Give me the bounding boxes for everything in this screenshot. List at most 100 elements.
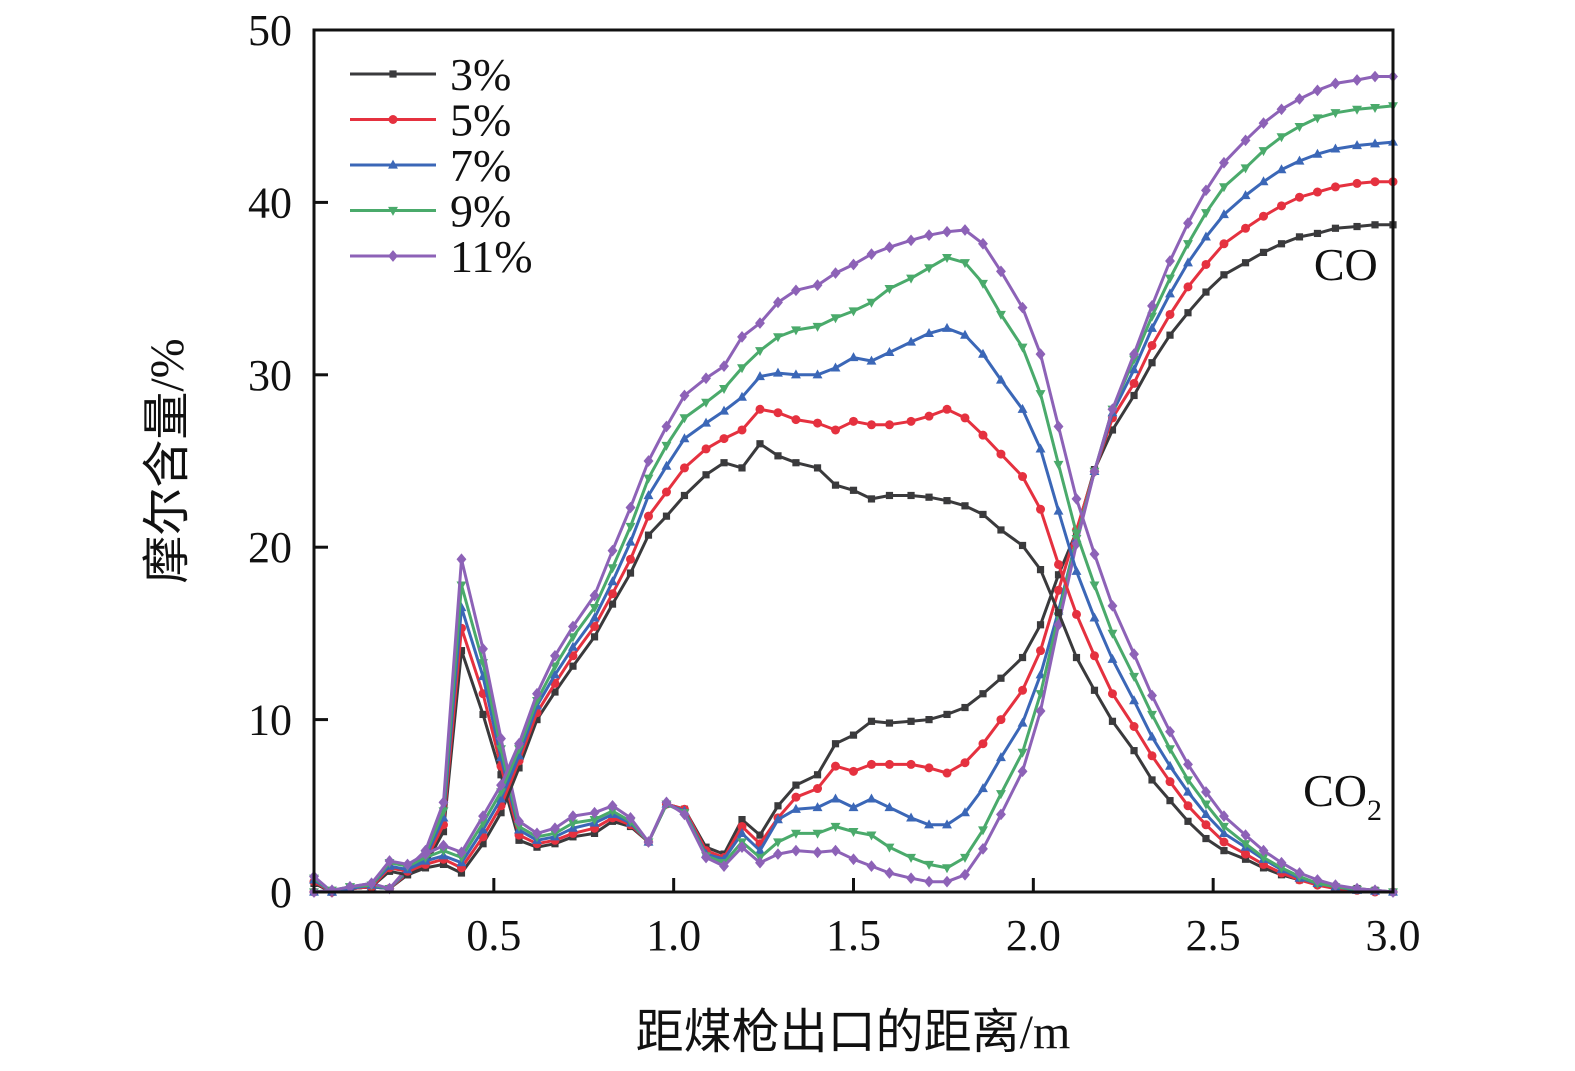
data-point-marker	[643, 511, 653, 521]
data-point-marker	[456, 846, 467, 859]
data-point-marker	[479, 840, 487, 848]
series-layer	[309, 70, 1398, 898]
series-line	[313, 180, 1393, 894]
data-point-marker	[812, 279, 823, 292]
data-point-marker	[791, 326, 801, 336]
data-point-marker	[626, 554, 636, 564]
data-point-marker	[568, 810, 578, 822]
data-point-marker	[942, 819, 952, 829]
data-point-marker	[1277, 201, 1287, 211]
data-point-marker	[1183, 257, 1193, 267]
data-point-marker	[388, 206, 398, 216]
x-axis-label: 距煤枪出口的距离/m	[636, 1006, 1071, 1059]
data-point-marker	[906, 274, 916, 284]
data-point-marker	[978, 237, 988, 250]
data-point-marker	[848, 352, 859, 362]
legend-label: 3%	[450, 49, 511, 100]
data-point-marker	[1276, 133, 1287, 143]
data-point-marker	[961, 703, 969, 712]
data-point-marker	[1312, 187, 1322, 197]
data-point-marker	[1259, 211, 1269, 221]
data-point-marker	[719, 405, 729, 415]
data-point-marker	[1129, 378, 1139, 388]
data-point-marker	[884, 285, 895, 294]
data-point-marker	[719, 360, 729, 373]
data-point-marker	[738, 464, 746, 472]
data-point-marker	[1108, 426, 1117, 434]
data-point-marker	[1089, 651, 1099, 661]
data-point-marker	[1276, 164, 1287, 174]
data-point-marker	[773, 408, 783, 418]
data-point-marker	[1071, 493, 1082, 505]
data-point-marker	[719, 860, 729, 872]
data-point-marker	[1165, 777, 1175, 787]
data-point-marker	[996, 265, 1006, 278]
data-point-marker	[1352, 140, 1362, 150]
legend-label: 11%	[450, 231, 533, 282]
data-point-marker	[626, 569, 635, 577]
data-point-marker	[1277, 240, 1286, 248]
data-point-marker	[1294, 192, 1304, 202]
y-tick-label: 50	[248, 6, 292, 55]
data-point-marker	[1330, 77, 1341, 90]
data-point-marker	[942, 322, 952, 332]
data-point-marker	[942, 404, 952, 414]
data-point-marker	[1258, 853, 1269, 863]
data-point-marker	[1258, 844, 1269, 857]
data-point-marker	[812, 369, 823, 379]
data-point-marker	[1053, 420, 1064, 433]
data-point-marker	[1312, 874, 1323, 886]
data-point-marker	[866, 860, 877, 872]
data-point-marker	[1353, 222, 1361, 231]
data-point-marker	[1331, 224, 1340, 232]
data-point-marker	[1017, 403, 1028, 413]
data-point-marker	[924, 229, 934, 242]
data-point-marker	[1148, 776, 1156, 784]
data-point-marker	[848, 802, 859, 812]
legend-item: 5%	[350, 95, 511, 146]
data-point-marker	[533, 716, 541, 724]
data-point-marker	[830, 822, 841, 832]
data-point-marker	[1183, 217, 1193, 229]
data-point-marker	[866, 420, 876, 430]
data-point-marker	[1201, 786, 1211, 798]
data-point-marker	[978, 739, 988, 749]
data-point-marker	[1107, 689, 1117, 699]
series-co2-11pct	[309, 224, 1398, 898]
data-point-marker	[1071, 609, 1081, 619]
data-point-marker	[925, 716, 933, 724]
data-point-marker	[884, 241, 895, 254]
data-point-marker	[1240, 190, 1251, 200]
legend-label: 5%	[450, 95, 511, 146]
data-point-marker	[607, 799, 618, 812]
data-point-marker	[1053, 460, 1064, 470]
data-point-marker	[1201, 209, 1211, 219]
data-point-marker	[1219, 837, 1229, 847]
data-point-marker	[791, 792, 801, 802]
legend-item: 3%	[350, 49, 511, 100]
data-point-marker	[1147, 710, 1157, 720]
data-point-marker	[1370, 103, 1380, 113]
data-point-marker	[1129, 648, 1139, 660]
legend-item: 9%	[350, 186, 511, 237]
data-point-marker	[924, 875, 934, 888]
data-point-marker	[996, 449, 1006, 459]
data-point-marker	[1371, 221, 1379, 229]
data-point-marker	[960, 868, 970, 881]
data-point-marker	[906, 812, 916, 822]
data-point-marker	[906, 234, 916, 247]
data-point-marker	[773, 814, 783, 824]
data-point-marker	[1184, 309, 1192, 317]
data-point-marker	[1129, 364, 1139, 374]
data-point-marker	[478, 824, 488, 834]
data-point-marker	[568, 819, 578, 829]
data-point-marker	[960, 807, 970, 817]
data-point-marker	[438, 839, 449, 852]
data-point-marker	[978, 279, 988, 289]
series-co-5pct	[309, 177, 1398, 897]
data-point-marker	[1089, 548, 1100, 560]
data-point-marker	[643, 474, 654, 484]
data-point-marker	[737, 821, 747, 831]
data-point-marker	[478, 643, 488, 655]
